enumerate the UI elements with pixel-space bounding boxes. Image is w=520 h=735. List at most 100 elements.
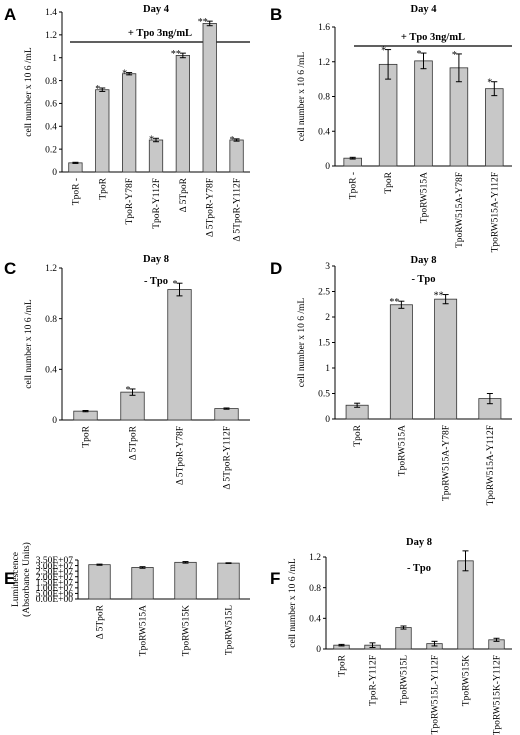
bar (167, 289, 192, 421)
treatment-label: + Tpo 3ng/mL (401, 32, 465, 43)
y-tick-label: 2.00E+07 (36, 573, 74, 583)
y-tick-label: 2 (325, 313, 330, 323)
x-category-label: Δ 5TpoR-Y112F (223, 426, 233, 490)
x-category-label: Δ 5TpoR (179, 177, 189, 212)
y-axis-label-line: Luminescence (11, 552, 21, 607)
x-category-label: TpoR-Y78F (125, 178, 135, 224)
bar (122, 73, 137, 173)
x-category-label: TpoRW515A (397, 425, 407, 476)
y-axis-label: cell number x 10 6 /mL (297, 52, 307, 142)
y-axis-label: cell number x 10 6 /mL (24, 47, 34, 137)
x-category-label: TpoR (82, 425, 92, 447)
bar (131, 567, 154, 600)
significance-marker: * (126, 385, 131, 396)
significance-marker: * (417, 49, 422, 60)
y-tick-label: 1.4 (45, 8, 57, 18)
panel-title: Day 8 (406, 537, 432, 548)
chart-panel-c: C Day 8 - Tpo 0 0.4 0.8 1.2 cell number x 10 6 … (4, 254, 250, 490)
y-tick-label: 1.50E+07 (36, 578, 74, 588)
bar (395, 627, 412, 650)
x-category-label: Δ 5TpoR-Y112F (233, 178, 243, 242)
panel-title: Day 8 (143, 254, 169, 265)
x-category-label: TpoR (338, 654, 348, 676)
y-tick-label: 1.2 (318, 58, 330, 68)
y-tick-label: 0.8 (318, 93, 330, 103)
bar (214, 408, 239, 421)
x-category-label: TpoR-Y112F (369, 655, 379, 706)
panel-letter: D (270, 259, 282, 278)
y-tick-label: 0.6 (45, 100, 57, 110)
x-category-label: TpoR-Y112F (152, 178, 162, 229)
y-tick-label: 3.50E+07 (36, 556, 74, 566)
x-category-label: TpoRW515A-Y112F (490, 172, 500, 252)
y-tick-label: 1 (52, 54, 57, 64)
y-tick-label: 2.50E+07 (36, 567, 74, 577)
treatment-label: - Tpo (407, 563, 431, 574)
y-tick-label: 1.2 (45, 264, 57, 274)
panel-letter: C (4, 259, 16, 278)
x-category-label: TpoRW515A (139, 605, 149, 656)
bar (202, 23, 217, 173)
x-category-label: TpoR (384, 171, 394, 193)
significance-marker: * (452, 50, 457, 61)
x-category-label: TpoR - (349, 172, 359, 199)
y-tick-label: 0 (52, 168, 57, 178)
x-category-label: TpoR (98, 177, 108, 199)
panel-title: Day 8 (411, 255, 437, 266)
x-category-label: TpoRW515L-Y112F (431, 655, 441, 734)
chart-panel-f: F Day 8 - Tpo 0 0.4 0.8 1.2 cell number x 10 6 … (270, 537, 512, 735)
bar (457, 560, 474, 650)
y-axis-label: cell number x 10 6 /mL (288, 558, 298, 648)
y-tick-label: 1.6 (318, 23, 330, 33)
y-tick-label: 1.2 (309, 553, 321, 563)
bar (68, 162, 83, 173)
significance-marker: * (95, 84, 100, 95)
panel-letter: F (270, 569, 280, 588)
y-tick-label: 0.8 (45, 77, 57, 87)
y-tick-label: 1.00E+07 (36, 584, 74, 594)
significance-marker: * (149, 134, 154, 145)
y-tick-label: 0.4 (45, 366, 57, 376)
bar (449, 67, 469, 167)
bar (217, 562, 240, 600)
x-category-label: Δ 5TpoR (129, 425, 139, 460)
treatment-label: - Tpo (411, 274, 435, 285)
y-tick-label: 0.5 (318, 390, 330, 400)
y-tick-label: 2.5 (318, 288, 330, 298)
panel-letter: A (4, 5, 16, 24)
x-category-label: TpoRW515K (462, 655, 472, 706)
chart-panel-e: E 0.00E+005.00E+061.00E+071.50E+072.00E+0… (4, 542, 250, 656)
bar (434, 298, 458, 420)
y-tick-label: 0.00E+00 (36, 595, 74, 605)
panel-letter: B (270, 5, 282, 24)
panel-title: Day 4 (411, 4, 438, 15)
x-category-label: Δ 5TpoR-Y78F (176, 426, 186, 485)
y-tick-label: 0 (325, 162, 330, 172)
significance-marker: ** (434, 291, 444, 302)
y-tick-label: 3 (325, 262, 330, 272)
chart-panel-d: D Day 8 - Tpo 0 0.5 1 1.5 2 2.5 3 cell number x 10… (270, 255, 512, 505)
significance-marker: ** (198, 17, 208, 28)
significance-marker: * (173, 279, 178, 290)
y-tick-label: 1 (325, 364, 330, 374)
y-tick-label: 3.00E+07 (36, 562, 74, 572)
bar (73, 410, 98, 421)
y-tick-label: 0.8 (309, 584, 321, 594)
treatment-label: + Tpo 3ng/mL (128, 28, 192, 39)
y-axis-label: cell number x 10 6 /mL (24, 299, 34, 389)
y-tick-label: 0.4 (45, 122, 57, 132)
significance-marker: ** (171, 49, 181, 60)
panel-letter: E (4, 569, 15, 588)
significance-marker: * (487, 78, 492, 89)
bar (120, 391, 145, 421)
x-category-label: TpoR - (71, 178, 81, 205)
x-category-label: TpoRW515K (182, 605, 192, 656)
x-category-label: TpoRW515A-Y78F (455, 172, 465, 248)
x-category-label: TpoRW515A (420, 172, 430, 223)
significance-marker: * (230, 135, 235, 146)
y-axis-label: cell number x 10 6 /mL (297, 298, 307, 388)
y-tick-label: 0 (52, 416, 57, 426)
significance-marker: * (122, 69, 127, 80)
y-tick-label: 1.5 (318, 339, 330, 349)
bar (389, 304, 413, 420)
